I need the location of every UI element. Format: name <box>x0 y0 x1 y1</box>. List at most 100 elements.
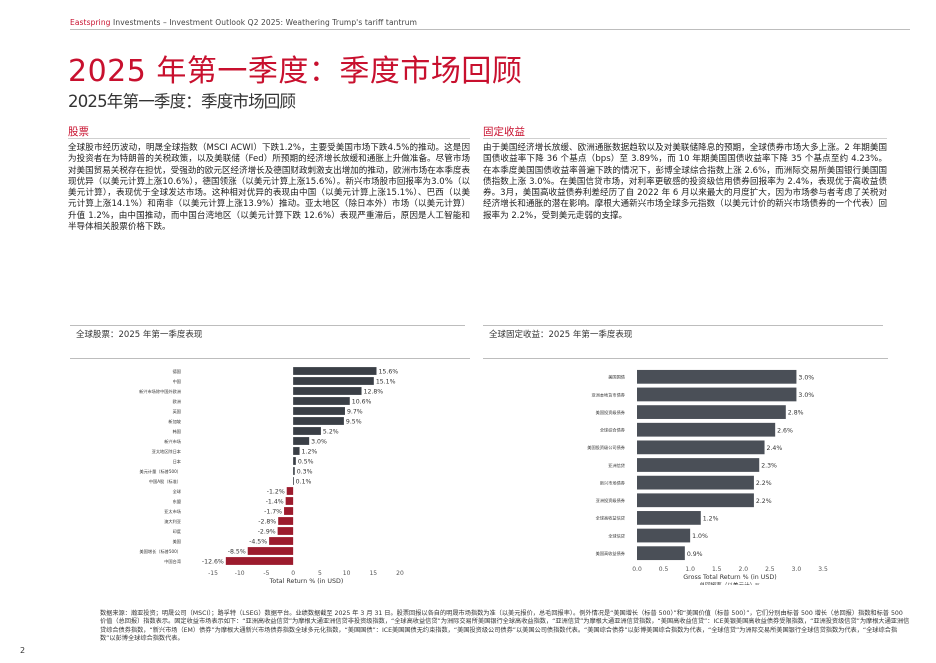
bar-0-0 <box>293 367 377 375</box>
report-header-text: Investments – Investment Outlook Q2 2025… <box>110 18 417 27</box>
equity-chart-baseline-rule <box>70 358 470 359</box>
category-label-0-6: 韩国 <box>173 428 181 435</box>
x-axis-label-1: Gross Total Return % (in USD) <box>683 574 776 581</box>
value-label-1-3: 2.6% <box>777 427 793 434</box>
fixed-income-chart-frame <box>483 325 883 326</box>
tick-label-0-1: -10 <box>235 570 245 577</box>
category-label-0-12: 全球 <box>173 488 182 494</box>
value-label-1-4: 2.4% <box>767 445 783 452</box>
category-label-0-0: 德国 <box>173 368 181 375</box>
category-label-1-4: 美国投资级公司债券 <box>587 444 626 451</box>
category-label-1-2: 美国投资级债券 <box>596 409 626 416</box>
page-number: 2 <box>20 646 26 655</box>
value-label-0-13: -1.4% <box>266 499 284 506</box>
bar-0-8 <box>293 447 300 455</box>
category-label-0-1: 中国 <box>173 378 181 385</box>
fixed-income-heading: 固定收益 <box>483 126 525 138</box>
category-label-1-3: 全球综合债券 <box>600 427 626 434</box>
value-label-0-8: 1.2% <box>302 449 318 456</box>
category-label-1-6: 新兴市场债券 <box>600 479 626 486</box>
value-label-1-8: 1.2% <box>703 516 719 523</box>
equity-chart-frame <box>70 325 465 326</box>
bar-0-18 <box>247 547 294 555</box>
equities-divider <box>68 138 470 139</box>
bar-1-2 <box>637 405 786 419</box>
bar-1-10 <box>637 546 685 561</box>
value-label-1-1: 3.0% <box>798 392 814 399</box>
bar-0-4 <box>293 407 345 415</box>
category-label-1-10: 美国高收益债券 <box>596 550 626 557</box>
value-label-0-4: 9.7% <box>347 409 363 416</box>
bar-1-0 <box>637 369 797 384</box>
bar-0-1 <box>293 377 374 385</box>
category-label-0-19: 中国台湾 <box>164 558 181 565</box>
tick-label-0-5: 10 <box>343 570 351 577</box>
category-label-0-4: 英国 <box>173 408 181 415</box>
category-label-0-8: 亚太地区除日本 <box>152 448 182 455</box>
tick-label-0-2: -5 <box>263 570 269 577</box>
category-label-0-10: 美元计量（标普500） <box>140 468 182 475</box>
header-divider <box>70 29 910 30</box>
fixed-income-text: 由于美国经济增长放缓、欧洲通胀数据趋软以及对美联储降息的预期，全球债券市场大多上… <box>483 143 887 221</box>
fixed-income-chart-baseline-rule <box>483 358 888 359</box>
value-label-0-6: 5.2% <box>323 429 339 436</box>
category-label-1-0: 美国国债 <box>608 374 625 381</box>
x-axis-label-cn-1: 总回报率（以美元计）% <box>699 581 760 585</box>
report-header: Eastspring Investments – Investment Outl… <box>70 18 417 27</box>
value-label-0-11: 0.1% <box>296 479 312 486</box>
brand-name: Eastspring <box>70 18 111 27</box>
value-label-1-5: 2.3% <box>761 463 777 470</box>
tick-label-0-7: 20 <box>396 570 404 577</box>
tick-label-1-3: 1.5 <box>712 566 722 573</box>
bar-0-12 <box>286 487 294 495</box>
category-label-0-16: 印度 <box>173 528 182 535</box>
value-label-1-10: 0.9% <box>687 551 703 558</box>
bar-0-16 <box>277 527 294 535</box>
category-label-0-2: 新兴市场除中国外欧洲 <box>139 388 181 395</box>
bar-1-9 <box>637 528 691 543</box>
value-label-0-19: -12.6% <box>202 559 224 566</box>
bar-0-6 <box>293 427 321 435</box>
bar-0-14 <box>284 507 294 515</box>
tick-label-1-4: 2.0 <box>739 566 749 573</box>
bar-0-17 <box>269 537 294 545</box>
category-label-0-5: 新加坡 <box>168 418 181 425</box>
fixed-income-chart: 美国国债 3.0% 亚洲本地货币债券 3.0% 美国投资级债券 2.8% 全球综合债券 2.6… <box>587 369 828 585</box>
bar-0-3 <box>293 397 350 405</box>
equity-chart: 德国 15.6% 中国 15.1% 新兴市场除中国外欧洲 12.8% 欧洲 10.6% 英国 9.… <box>139 367 404 585</box>
category-label-0-17: 美国 <box>173 538 181 545</box>
tick-label-1-5: 2.5 <box>765 566 775 573</box>
bar-0-9 <box>293 457 296 465</box>
tick-label-0-6: 15 <box>369 570 377 577</box>
value-label-0-9: 0.5% <box>298 459 314 466</box>
value-label-1-9: 1.0% <box>692 533 708 540</box>
bar-1-1 <box>637 387 797 402</box>
bar-1-8 <box>637 511 701 525</box>
value-label-0-17: -4.5% <box>249 539 267 546</box>
bar-0-7 <box>293 437 310 445</box>
tick-label-1-2: 1.0 <box>685 566 695 573</box>
tick-label-0-4: 5 <box>318 570 322 577</box>
category-label-1-7: 亚洲投资级债券 <box>596 497 626 504</box>
bar-0-19 <box>225 557 294 565</box>
bar-1-7 <box>637 493 754 508</box>
tick-label-1-0: 0.0 <box>632 566 642 573</box>
equities-text: 全球股市经历波动，明晟全球指数（MSCI ACWI）下跌1.2%，主要受美国市场… <box>68 143 470 233</box>
tick-label-1-7: 3.5 <box>818 566 828 573</box>
bar-1-6 <box>637 475 754 490</box>
category-label-1-9: 全球信贷 <box>608 532 625 539</box>
equity-chart-title: 全球股票：2025 年第一季度表现 <box>76 330 203 340</box>
category-label-0-13: 东盟 <box>173 498 181 504</box>
bar-0-5 <box>293 417 344 425</box>
category-label-0-18: 美国增长（标普500） <box>140 548 182 555</box>
page-title: 2025 年第一季度：季度市场回顾 <box>68 54 523 89</box>
value-label-0-10: 0.3% <box>297 469 313 476</box>
tick-label-1-6: 3.0 <box>792 566 802 573</box>
value-label-1-0: 3.0% <box>798 374 814 381</box>
x-axis-label-0: Total Return % (in USD) <box>269 578 344 585</box>
source-footnote: 数据来源：瀚亚投资；明晟公司（MSCI）；路孚特（LSEG）数据平台。业绩数据截… <box>100 610 910 643</box>
value-label-0-5: 9.5% <box>346 419 362 426</box>
tick-label-0-0: -15 <box>208 570 218 577</box>
bar-0-13 <box>285 497 294 505</box>
fixed-income-divider <box>483 138 887 139</box>
